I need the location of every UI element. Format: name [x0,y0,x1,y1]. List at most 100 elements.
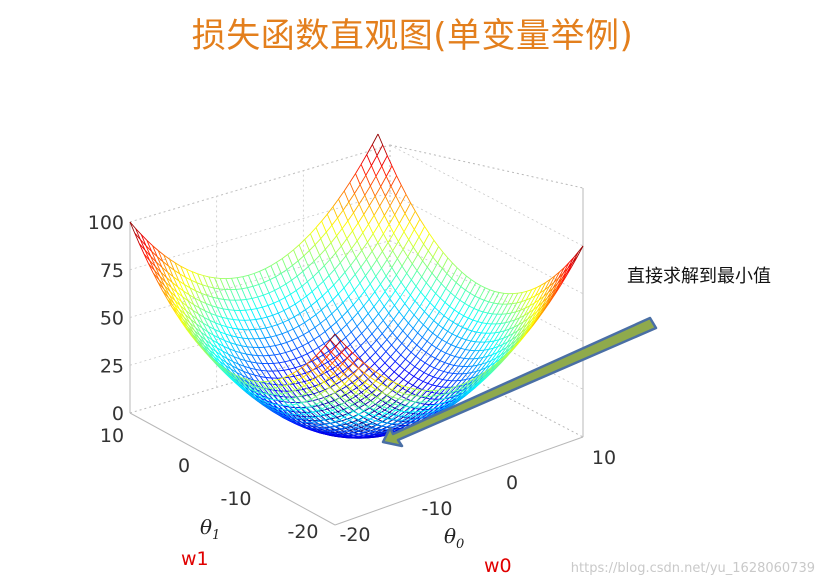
mesh-line [279,287,286,298]
mesh-line [199,335,206,344]
mesh-line [516,327,523,337]
mesh-line [183,284,190,295]
mesh-line [245,390,251,395]
mesh-line [221,355,227,363]
mesh-line [242,371,249,379]
mesh-line [460,286,466,291]
mesh-line [413,314,420,321]
mesh-line [252,284,259,287]
mesh-line [293,249,299,262]
mesh-line [325,422,330,426]
mesh-line [493,292,500,304]
mesh-line [339,387,346,394]
mesh-line [196,282,203,286]
mesh-line [343,417,350,421]
mesh-line [437,262,443,269]
mesh-line [264,336,271,339]
mesh-line [206,335,213,341]
mesh-line [382,425,388,428]
mesh-line [390,405,396,409]
mesh-line [289,360,296,369]
mesh-line [335,380,343,385]
mesh-line [447,403,454,408]
mesh-line [223,299,229,310]
mesh-line [319,420,326,425]
mesh-line [278,310,285,314]
mesh-line [250,361,257,364]
mesh-line [303,426,309,430]
mesh-line [401,411,407,417]
mesh-line [475,282,481,286]
mesh-line [463,358,470,367]
mesh-line [352,407,359,412]
mesh-line [314,388,321,395]
mesh-line [318,414,324,417]
mesh-line [290,391,297,398]
mesh-line [395,343,403,351]
mesh-line [534,292,541,304]
mesh-line [342,357,348,365]
mesh-line [355,424,361,428]
mesh-line [291,275,298,281]
mesh-line [170,286,178,293]
mesh-line [470,331,477,342]
mesh-line [253,273,260,285]
mesh-line [393,396,400,400]
mesh-line [329,259,336,270]
mesh-line [412,236,420,248]
mesh-line [273,363,279,372]
mesh-line [286,265,293,270]
mesh-line [353,282,361,291]
mesh-line [330,425,336,428]
mesh-line [178,311,184,320]
mesh-line [338,278,345,289]
mesh-line [418,414,425,416]
mesh-line [224,340,231,344]
mesh-line [465,349,471,351]
mesh-line [254,374,260,383]
mesh-line [304,239,310,251]
mesh-line [355,387,361,393]
mesh-line [364,346,372,353]
mesh-line [383,367,390,374]
mesh-line [381,392,388,396]
mesh-line [324,390,331,397]
mesh-line [273,403,279,406]
mesh-line [341,346,347,353]
mesh-line [145,245,152,257]
mesh-line [351,404,359,409]
mesh-line [244,310,251,321]
mesh-line [337,364,344,372]
mesh-line [419,306,425,312]
mesh-line [395,410,402,416]
mesh-line [321,356,328,363]
mesh-line [235,343,242,347]
mesh-line [290,290,297,295]
mesh-line [150,255,157,263]
mesh-line [465,279,472,291]
mesh-line [197,313,204,324]
mesh-line [172,276,180,282]
mesh-line [300,407,306,413]
mesh-line [294,367,300,376]
mesh-line [318,271,324,282]
mesh-line [411,270,418,281]
mesh-line [380,345,387,352]
mesh-line [337,293,344,303]
mesh-line [328,269,335,276]
mesh-line [414,417,420,420]
mesh-line [450,346,457,356]
mesh-line [429,293,436,303]
mesh-line [557,272,564,284]
mesh-line [424,288,432,298]
mesh-line [413,388,420,391]
mesh-line [332,293,339,301]
mesh-line [391,383,398,390]
mesh-line [162,261,169,267]
mesh-line [337,410,344,415]
mesh-line [361,241,368,251]
mesh-line [406,340,413,349]
mesh-line [362,417,369,421]
mesh-line [289,303,296,308]
mesh-line [237,368,244,372]
